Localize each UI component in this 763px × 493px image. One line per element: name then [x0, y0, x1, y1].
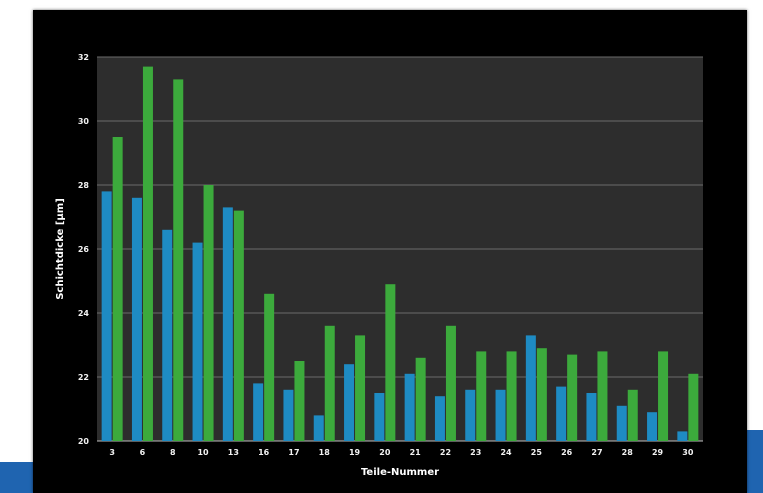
x-tick-label: 16: [258, 448, 270, 457]
bar-series1-10: [192, 242, 203, 441]
x-tick-label: 13: [228, 448, 239, 457]
x-axis-tick-labels: 3 6 8 10 13 16 17 18 19 20 21 22 23 24 25 26 27 28 29 30: [109, 448, 693, 457]
y-tick-label: 26: [78, 245, 90, 254]
bar-series2-28: [627, 389, 638, 441]
bar-series1-20: [374, 393, 385, 441]
bar-series1-22: [434, 396, 445, 441]
bar-series2-24: [506, 351, 517, 441]
bars: [101, 66, 699, 442]
bar-series2-3: [112, 137, 123, 441]
bar-series1-23: [465, 389, 476, 441]
y-axis-tick-labels: 20 22 24 26 28 30 32: [78, 53, 90, 446]
bar-series1-30: [677, 431, 688, 441]
bar-series2-16: [264, 293, 275, 441]
bar-series2-23: [476, 351, 487, 441]
x-tick-label: 26: [561, 448, 573, 457]
x-tick-label: 27: [591, 448, 602, 457]
bar-series2-25: [536, 348, 547, 441]
bar-series2-6: [142, 66, 153, 441]
bar-series2-10: [203, 185, 214, 441]
x-tick-label: 21: [410, 448, 422, 457]
x-tick-label: 10: [197, 448, 209, 457]
bar-series1-13: [222, 207, 233, 441]
y-axis-title: Schichtdicke [µm]: [55, 198, 66, 300]
x-tick-label: 3: [109, 448, 115, 457]
bar-series1-25: [525, 335, 536, 441]
y-tick-label: 32: [78, 53, 89, 62]
bar-series1-17: [283, 389, 294, 441]
bar-series2-26: [567, 354, 578, 441]
bar-series2-30: [688, 373, 699, 441]
bar-series2-13: [233, 210, 244, 441]
y-tick-label: 24: [78, 309, 90, 318]
bar-series2-22: [445, 325, 456, 441]
x-tick-label: 29: [652, 448, 664, 457]
bar-series1-26: [556, 386, 567, 441]
bar-series1-18: [313, 415, 324, 441]
bar-series1-29: [647, 412, 658, 441]
bar-series1-6: [131, 197, 142, 441]
bar-series1-16: [253, 383, 264, 441]
x-tick-label: 28: [622, 448, 634, 457]
x-tick-label: 25: [531, 448, 543, 457]
bar-series1-8: [162, 229, 173, 441]
x-tick-label: 22: [440, 448, 451, 457]
y-tick-label: 30: [78, 117, 90, 126]
x-tick-label: 8: [170, 448, 176, 457]
bar-series1-3: [101, 191, 112, 441]
bar-chart: 20 22 24 26 28 30 32 3 6 8 10 13 16 17 18 19 20 21 22 23 24…: [55, 53, 703, 478]
bar-series1-27: [586, 393, 597, 441]
bar-series1-21: [404, 373, 415, 441]
x-tick-label: 24: [500, 448, 512, 457]
x-tick-label: 17: [288, 448, 299, 457]
bar-series2-17: [294, 361, 305, 441]
bar-series2-19: [355, 335, 366, 441]
x-tick-label: 19: [349, 448, 361, 457]
bar-series1-19: [344, 364, 355, 441]
x-tick-label: 6: [140, 448, 146, 457]
bar-series2-18: [324, 325, 335, 441]
bar-series1-24: [495, 389, 506, 441]
x-axis-title: Teile-Nummer: [361, 467, 439, 478]
bar-series2-21: [415, 357, 426, 441]
y-tick-label: 20: [78, 437, 90, 446]
x-tick-label: 18: [319, 448, 331, 457]
x-tick-label: 30: [682, 448, 694, 457]
y-tick-label: 28: [78, 181, 90, 190]
bar-series2-29: [658, 351, 669, 441]
x-tick-label: 20: [379, 448, 391, 457]
chart-frame: 20 22 24 26 28 30 32 3 6 8 10 13 16 17 18 19 20 21 22 23 24…: [33, 10, 747, 493]
bar-series2-8: [173, 79, 184, 442]
bar-series2-20: [385, 284, 396, 441]
bar-series2-27: [597, 351, 608, 441]
y-tick-label: 22: [78, 373, 89, 382]
x-tick-label: 23: [470, 448, 481, 457]
bar-series1-28: [616, 405, 627, 441]
